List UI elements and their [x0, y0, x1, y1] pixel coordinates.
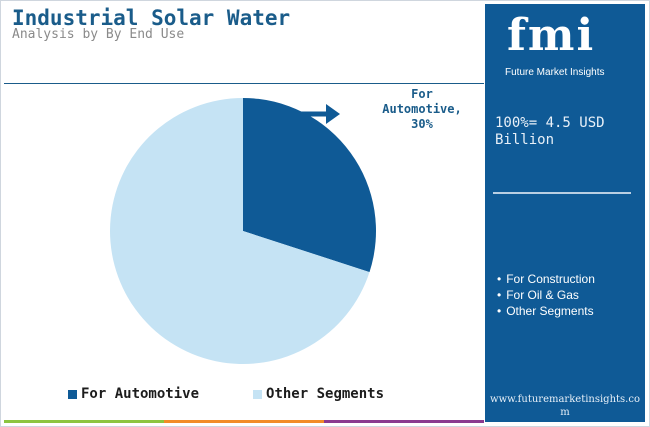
legend-item-automotive: For Automotive — [68, 386, 199, 402]
panel-divider — [493, 192, 631, 194]
callout-line-2: Automotive, — [382, 102, 462, 116]
header-divider — [4, 83, 484, 84]
pie-slice-other-segments — [110, 98, 370, 364]
slice-callout-automotive: For Automotive, 30% — [372, 87, 472, 132]
legend-swatch-automotive — [68, 389, 77, 399]
pie-slice-for-automotive — [243, 98, 376, 273]
side-panel: fmi Future Market Insights 100%= 4.5 USD… — [485, 4, 645, 422]
logo-tagline: Future Market Insights — [505, 67, 605, 78]
logo-wordmark: fmi — [507, 10, 596, 61]
bottom-bar-purple — [324, 420, 484, 423]
market-total: 100%= 4.5 USD Billion — [495, 115, 605, 148]
callout-arrow-icon — [300, 104, 340, 124]
pie-chart — [110, 98, 376, 364]
legend-label-automotive: For Automotive — [81, 386, 200, 402]
legend-item-other: Other Segments — [253, 386, 384, 402]
pie-slices — [110, 98, 376, 364]
chart-legend: For Automotive Other Segments — [68, 386, 438, 402]
segment-list: For Construction For Oil & Gas Other Seg… — [497, 271, 595, 319]
legend-label-other: Other Segments — [266, 386, 385, 402]
callout-line-3: 30% — [411, 117, 433, 131]
chart-subtitle: Analysis by By End Use — [12, 27, 185, 42]
segment-item-other: Other Segments — [497, 303, 595, 319]
segment-item-oil-gas: For Oil & Gas — [497, 287, 595, 303]
chart-title: Industrial Solar Water — [12, 6, 291, 30]
bottom-color-bars — [4, 420, 484, 423]
website-url: www.futuremarketinsights.com — [490, 394, 640, 418]
callout-line-1: For — [411, 87, 433, 101]
segment-item-construction: For Construction — [497, 271, 595, 287]
bottom-bar-green — [4, 420, 164, 423]
fmi-logo: fmi Future Market Insights — [485, 4, 645, 88]
bottom-bar-orange — [164, 420, 324, 423]
legend-swatch-other — [253, 389, 263, 399]
